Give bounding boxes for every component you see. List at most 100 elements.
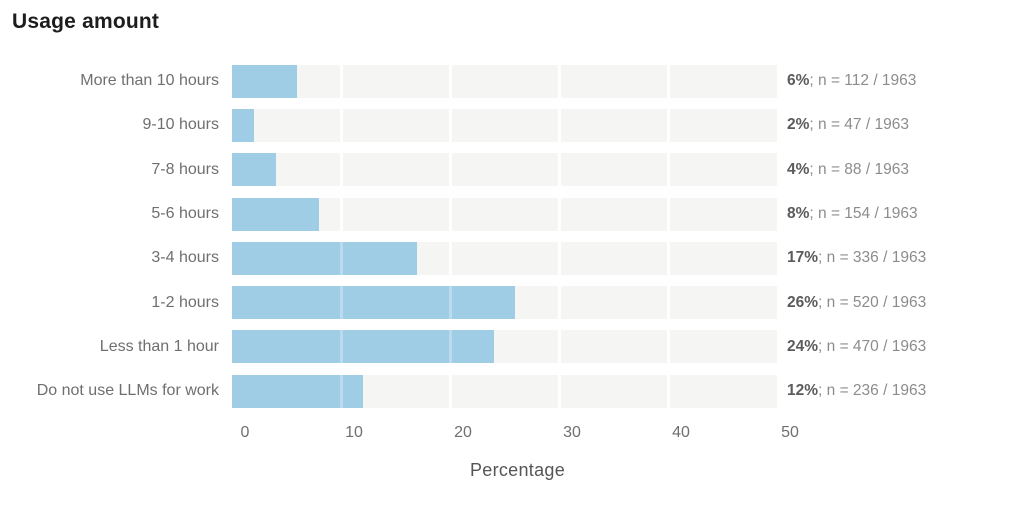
bar-track <box>232 153 777 187</box>
bar-track <box>232 374 777 408</box>
annotation-count: ; n = 47 / 1963 <box>809 116 909 134</box>
gridline <box>557 241 561 275</box>
chart-row: More than 10 hours 6%; n = 112 / 1963 <box>0 59 1024 103</box>
annotation-count: ; n = 154 / 1963 <box>809 205 918 223</box>
category-label: Do not use LLMs for work <box>36 382 219 400</box>
gridline-overlay <box>666 64 670 98</box>
bar-track <box>232 108 777 142</box>
annotation-percent: 12% <box>787 382 819 400</box>
chart-row: 9-10 hours 2%; n = 47 / 1963 <box>0 103 1024 147</box>
category-label: 1-2 hours <box>151 293 219 311</box>
bar <box>232 108 254 142</box>
x-tick-label: 50 <box>781 424 799 442</box>
gridline <box>666 64 670 98</box>
gridline-overlay <box>557 241 561 275</box>
gridline-overlay <box>557 374 561 408</box>
bar-track <box>232 330 777 364</box>
gridline-overlay <box>557 286 561 320</box>
annotation-count: ; n = 336 / 1963 <box>818 249 927 267</box>
usage-amount-chart: Usage amount More than 10 hours 6%; n = … <box>0 10 1024 522</box>
x-tick-label: 0 <box>240 424 250 442</box>
gridline-overlay <box>666 108 670 142</box>
annotation-percent: 2% <box>787 116 810 134</box>
bar-track <box>232 286 777 320</box>
bar <box>232 374 363 408</box>
bar <box>232 64 298 98</box>
annotation-count: ; n = 520 / 1963 <box>818 293 927 311</box>
annotation-percent: 8% <box>787 205 810 223</box>
chart-row: Do not use LLMs for work 12%; n = 236 / … <box>0 369 1024 413</box>
gridline <box>557 286 561 320</box>
bar <box>232 330 494 364</box>
category-label: 9-10 hours <box>142 116 220 134</box>
chart-row: 1-2 hours 26%; n = 520 / 1963 <box>0 280 1024 324</box>
gridline-overlay <box>448 330 452 364</box>
gridline-overlay <box>557 153 561 187</box>
x-tick-label: 20 <box>454 424 472 442</box>
gridline <box>557 330 561 364</box>
gridline <box>666 330 670 364</box>
x-axis: 0 10 20 30 40 50 <box>241 424 799 444</box>
bar-annotation: 4%; n = 88 / 1963 <box>787 161 909 179</box>
bar-annotation: 12%; n = 236 / 1963 <box>787 382 926 400</box>
gridline-overlay <box>339 374 343 408</box>
gridline <box>339 197 343 231</box>
bar-annotation: 2%; n = 47 / 1963 <box>787 116 909 134</box>
bar-track <box>232 241 777 275</box>
annotation-percent: 4% <box>787 160 810 178</box>
x-tick-label: 40 <box>672 424 690 442</box>
annotation-count: ; n = 88 / 1963 <box>809 160 909 178</box>
gridline <box>666 374 670 408</box>
bar-annotation: 24%; n = 470 / 1963 <box>787 338 926 356</box>
gridline-overlay <box>666 330 670 364</box>
x-axis-label: Percentage <box>469 460 566 481</box>
bar-annotation: 8%; n = 154 / 1963 <box>787 205 918 223</box>
gridline-overlay <box>666 374 670 408</box>
bar-annotation: 6%; n = 112 / 1963 <box>787 72 916 90</box>
x-tick-label: 30 <box>563 424 581 442</box>
gridline <box>557 197 561 231</box>
bar-annotation: 26%; n = 520 / 1963 <box>787 294 926 312</box>
gridline <box>448 108 452 142</box>
gridline-overlay <box>339 241 343 275</box>
gridline <box>448 374 452 408</box>
gridline-overlay <box>557 64 561 98</box>
chart-row: 5-6 hours 8%; n = 154 / 1963 <box>0 192 1024 236</box>
category-label: 3-4 hours <box>151 249 219 267</box>
bar <box>232 197 320 231</box>
gridline <box>448 153 452 187</box>
category-label: Less than 1 hour <box>99 337 219 355</box>
gridline <box>448 197 452 231</box>
gridline-overlay <box>557 108 561 142</box>
gridline-overlay <box>339 197 343 231</box>
gridline-overlay <box>339 330 343 364</box>
gridline-overlay <box>448 374 452 408</box>
annotation-percent: 6% <box>787 72 810 90</box>
gridline <box>557 64 561 98</box>
gridline <box>666 108 670 142</box>
bar-track <box>232 197 777 231</box>
chart-row: 7-8 hours 4%; n = 88 / 1963 <box>0 148 1024 192</box>
gridline-overlay <box>339 153 343 187</box>
annotation-percent: 24% <box>787 337 819 355</box>
x-tick-label: 10 <box>345 424 363 442</box>
bar <box>232 241 418 275</box>
annotation-count: ; n = 470 / 1963 <box>818 337 927 355</box>
gridline-overlay <box>339 108 343 142</box>
gridline-overlay <box>666 286 670 320</box>
gridline-overlay <box>666 241 670 275</box>
gridline-overlay <box>448 153 452 187</box>
gridline <box>339 108 343 142</box>
gridline-overlay <box>448 64 452 98</box>
category-label: 7-8 hours <box>151 160 219 178</box>
chart-row: Less than 1 hour 24%; n = 470 / 1963 <box>0 325 1024 369</box>
bar <box>232 153 276 187</box>
annotation-percent: 26% <box>787 293 819 311</box>
gridline <box>339 153 343 187</box>
gridline <box>339 64 343 98</box>
gridline <box>666 286 670 320</box>
bar-annotation: 17%; n = 336 / 1963 <box>787 249 926 267</box>
annotation-percent: 17% <box>787 249 819 267</box>
gridline-overlay <box>557 330 561 364</box>
gridline-overlay <box>448 197 452 231</box>
